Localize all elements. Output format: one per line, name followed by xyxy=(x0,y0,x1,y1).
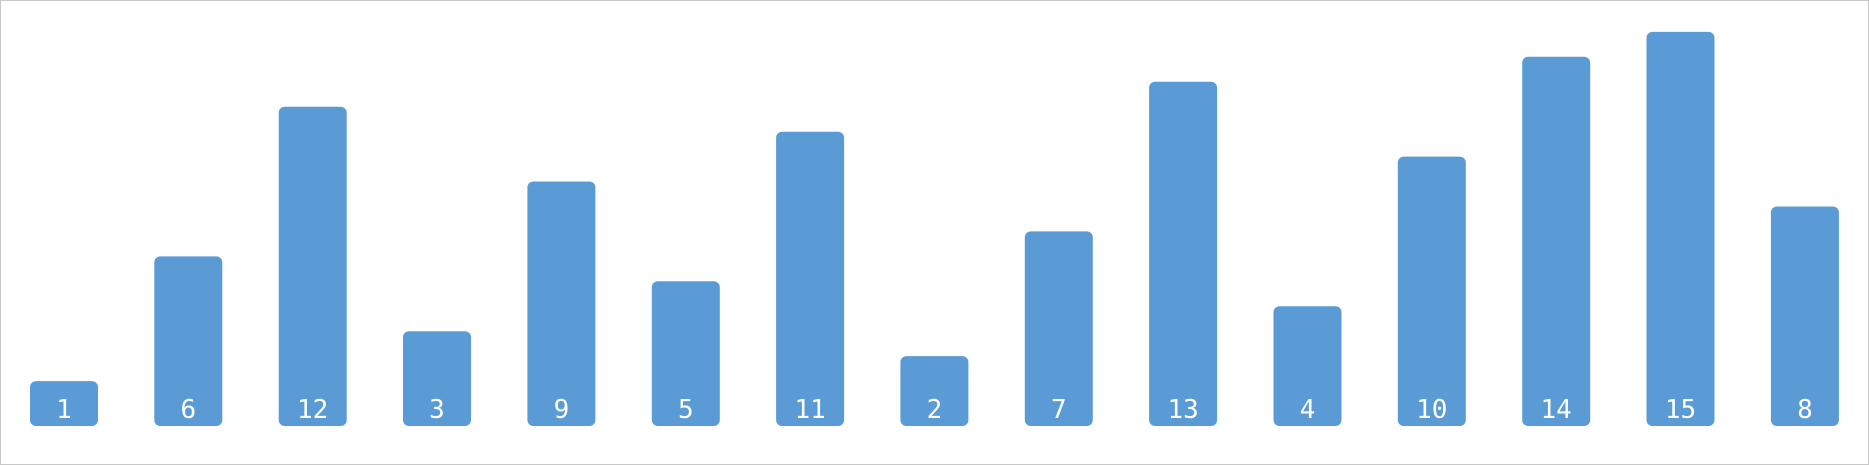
bar-label-2: 2 xyxy=(927,395,943,425)
bar-5 xyxy=(651,281,720,426)
bar-6 xyxy=(154,256,223,426)
data-labels-group: 1 6 12 3 9 5 11 2 7 13 4 10 14 15 8 xyxy=(56,395,1813,425)
bar-label-8: 8 xyxy=(1797,395,1813,425)
bar-label-1: 1 xyxy=(56,395,72,425)
bar-12 xyxy=(278,106,347,426)
bar-label-5: 5 xyxy=(678,395,694,425)
bar-label-4: 4 xyxy=(1300,395,1316,425)
bar-label-7: 7 xyxy=(1051,395,1067,425)
bar-label-10: 10 xyxy=(1416,395,1447,425)
bar-label-6: 6 xyxy=(180,395,196,425)
bar-10 xyxy=(1397,156,1466,426)
bar-4 xyxy=(1273,306,1342,426)
bar-2 xyxy=(900,356,969,426)
bar-label-13: 13 xyxy=(1167,395,1198,425)
bar-13 xyxy=(1149,81,1218,427)
bar-label-11: 11 xyxy=(794,395,825,425)
bar-14 xyxy=(1522,56,1591,427)
bar-label-3: 3 xyxy=(429,395,445,425)
bar-label-12: 12 xyxy=(297,395,328,425)
bar-15 xyxy=(1646,31,1715,427)
bar-label-15: 15 xyxy=(1665,395,1696,425)
bar-1 xyxy=(30,381,98,426)
bar-3 xyxy=(403,331,471,426)
bar-label-14: 14 xyxy=(1541,395,1572,425)
bar-9 xyxy=(527,181,596,426)
bars-group xyxy=(30,31,1839,427)
bar-7 xyxy=(1024,231,1093,426)
bar-11 xyxy=(776,131,845,426)
bar-8 xyxy=(1770,206,1839,426)
bar-label-9: 9 xyxy=(554,395,570,425)
